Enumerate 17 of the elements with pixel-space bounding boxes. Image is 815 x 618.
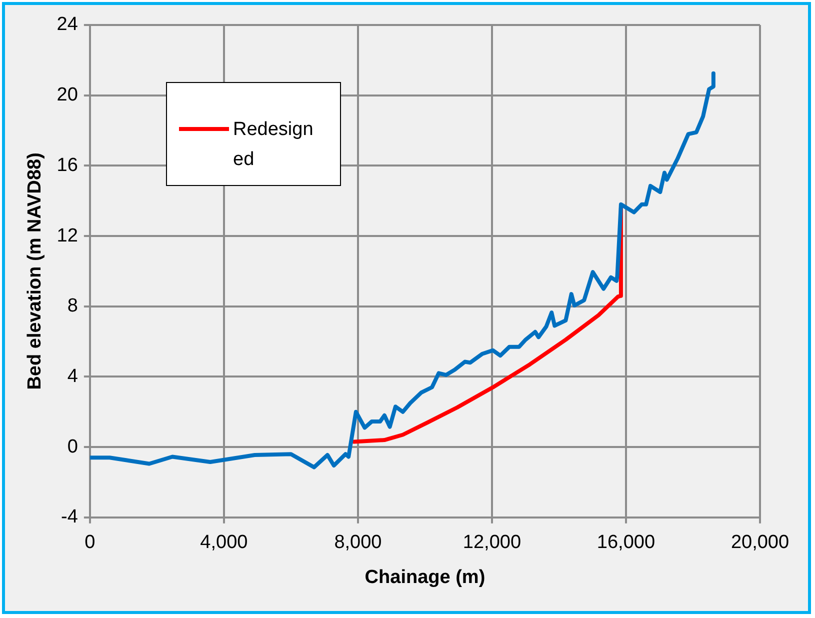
y-tick-label: 12 [56, 225, 78, 246]
y-tick-label: 0 [67, 436, 78, 458]
y-tick-label: 8 [67, 296, 78, 317]
x-tick-label: 4,000 [200, 532, 248, 554]
y-tick-label: 4 [67, 366, 78, 387]
y-tick-label: -4 [61, 506, 78, 528]
y-tick-label: 16 [56, 154, 78, 176]
legend-label: Redesigned [233, 118, 314, 172]
x-tick-label: 20,000 [730, 532, 790, 554]
x-tick-label: 0 [84, 532, 96, 554]
y-tick-label: 20 [56, 84, 78, 106]
y-axis-title: Bed elevation (m NAVD88) [24, 152, 46, 390]
x-tick-label: 12,000 [462, 532, 522, 554]
x-tick-label: 16,000 [596, 532, 656, 554]
y-tick-label: 24 [56, 14, 78, 36]
x-tick-label: 8,000 [334, 532, 382, 554]
x-axis-title: Chainage (m) [364, 566, 486, 588]
